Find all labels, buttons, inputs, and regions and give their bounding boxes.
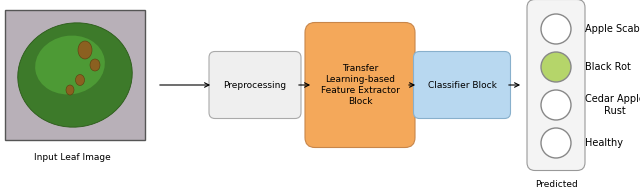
Text: Preprocessing: Preprocessing: [223, 81, 287, 90]
Ellipse shape: [66, 85, 74, 95]
Ellipse shape: [90, 59, 100, 71]
Text: Healthy: Healthy: [585, 138, 623, 148]
Text: Input Leaf Image: Input Leaf Image: [34, 153, 110, 162]
Text: Transfer
Learning-based
Feature Extractor
Block: Transfer Learning-based Feature Extracto…: [321, 64, 399, 106]
Bar: [5, 10, 145, 140]
Text: Apple Scab: Apple Scab: [585, 24, 640, 34]
FancyBboxPatch shape: [305, 22, 415, 147]
Text: Cedar Apple
Rust: Cedar Apple Rust: [585, 94, 640, 116]
Circle shape: [541, 14, 571, 44]
Circle shape: [541, 128, 571, 158]
Circle shape: [541, 52, 571, 82]
Ellipse shape: [18, 23, 132, 127]
Ellipse shape: [76, 74, 84, 85]
Text: Classifier Block: Classifier Block: [428, 81, 497, 90]
Text: Black Rot: Black Rot: [585, 62, 631, 72]
Bar: [5, 10, 145, 140]
FancyBboxPatch shape: [209, 51, 301, 119]
FancyBboxPatch shape: [413, 51, 511, 119]
Ellipse shape: [35, 36, 105, 94]
Circle shape: [541, 90, 571, 120]
Text: Predicted
Label: Predicted Label: [534, 180, 577, 189]
FancyBboxPatch shape: [527, 0, 585, 170]
Ellipse shape: [78, 41, 92, 59]
